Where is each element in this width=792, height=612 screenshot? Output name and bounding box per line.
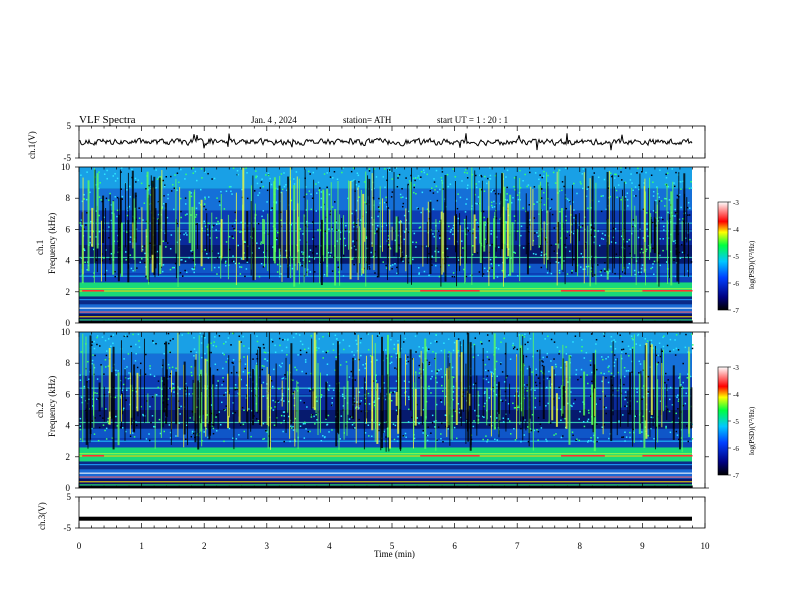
xtick-label: 10 — [701, 541, 711, 551]
xtick-label: 0 — [77, 541, 82, 551]
colorbar-tick-label: -6 — [733, 445, 739, 453]
xtick-label: 3 — [265, 541, 270, 551]
ch1-spectrogram — [79, 167, 693, 323]
colorbar-tick-label: -7 — [733, 472, 739, 480]
ytick-label: 6 — [66, 224, 71, 234]
xtick-label: 2 — [202, 541, 207, 551]
ytick-label: 4 — [66, 421, 71, 431]
ytick-label: 4 — [66, 256, 71, 266]
ytick-label: 5 — [67, 121, 72, 131]
ytick-label: -5 — [64, 153, 72, 163]
ch3-waveform-trace — [79, 516, 692, 521]
colorbar-tick-label: -3 — [733, 364, 739, 372]
ytick-label: 0 — [66, 318, 71, 328]
xtick-label: 6 — [452, 541, 457, 551]
xtick-label: 4 — [327, 541, 332, 551]
chart-title: VLF Spectra — [79, 114, 136, 126]
colorbar-tick-label: -6 — [733, 280, 739, 288]
colorbar-tick-label: -7 — [733, 307, 739, 315]
ytick-label: 10 — [61, 327, 71, 337]
ytick-label: 2 — [66, 287, 71, 297]
station-label: station= ATH — [343, 115, 392, 125]
ytick-label: 8 — [66, 193, 71, 203]
colorbar-tick-label: -5 — [733, 253, 739, 261]
xtick-label: 1 — [139, 541, 144, 551]
xtick-label: 5 — [390, 541, 395, 551]
ytick-label: 6 — [66, 389, 71, 399]
ch1-waveform-trace — [79, 133, 693, 151]
colorbar-tick-label: -4 — [733, 226, 739, 234]
colorbar-tick-label: -4 — [733, 391, 739, 399]
xtick-label: 8 — [578, 541, 583, 551]
x-axis-label: Time (min) — [374, 549, 415, 559]
colorbar-1 — [717, 201, 729, 311]
ch2-spectrogram — [79, 332, 694, 488]
colorbar-tick-label: -5 — [733, 418, 739, 426]
ytick-label: 2 — [66, 452, 71, 462]
ytick-label: 5 — [67, 492, 72, 502]
ytick-label: -5 — [64, 523, 72, 533]
ytick-label: 8 — [66, 358, 71, 368]
start-time-label: start UT = 1 : 20 : 1 — [437, 115, 509, 125]
xtick-label: 9 — [640, 541, 645, 551]
colorbar-2 — [717, 366, 729, 476]
ytick-label: 0 — [66, 483, 71, 493]
ytick-label: 10 — [61, 162, 71, 172]
date-label: Jan. 4 , 2024 — [251, 115, 297, 125]
xtick-label: 7 — [515, 541, 520, 551]
colorbar-tick-label: -3 — [733, 199, 739, 207]
